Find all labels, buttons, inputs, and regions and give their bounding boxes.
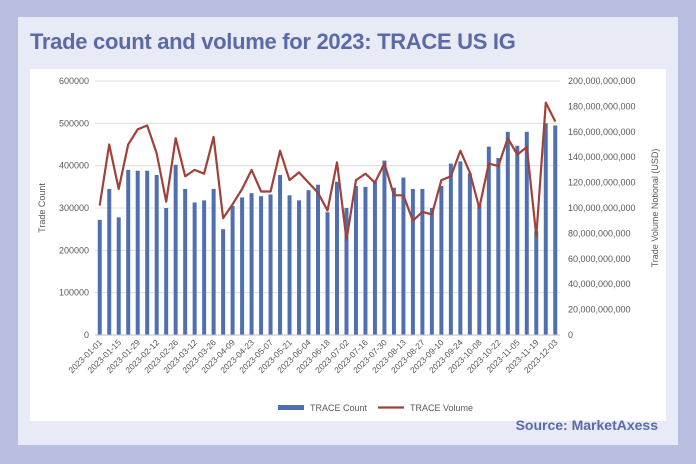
bar-trace-count: [287, 195, 292, 335]
bar-trace-count: [524, 131, 529, 335]
bar-trace-count: [334, 181, 339, 335]
y2-tick-label: 60,000,000,000: [568, 254, 631, 264]
y-tick-label: 400000: [59, 161, 89, 171]
bar-trace-count: [145, 170, 150, 335]
bar-trace-count: [363, 186, 368, 335]
y2-tick-label: 20,000,000,000: [568, 305, 631, 315]
bar-trace-count: [486, 146, 491, 335]
bar-trace-count: [458, 161, 463, 335]
legend-label-count: TRACE Count: [310, 403, 368, 413]
bar-trace-count: [316, 184, 321, 335]
bar-trace-count: [410, 188, 415, 335]
bar-trace-count: [448, 163, 453, 335]
bar-trace-count: [429, 208, 434, 335]
bar-trace-count: [221, 229, 226, 335]
bar-trace-count: [382, 160, 387, 335]
y2-tick-label: 80,000,000,000: [568, 228, 631, 238]
bar-trace-count: [164, 208, 169, 335]
bar-trace-count: [97, 219, 102, 335]
bar-trace-count: [154, 174, 159, 335]
bar-trace-count: [259, 196, 264, 335]
bar-trace-count: [126, 169, 131, 335]
y2-tick-label: 100,000,000,000: [568, 203, 636, 213]
bar-trace-count: [391, 187, 396, 335]
y-tick-label: 0: [84, 330, 89, 340]
y2-tick-label: 200,000,000,000: [568, 76, 636, 86]
bar-trace-count: [230, 205, 235, 335]
source-credit: Source: MarketAxess: [515, 417, 658, 433]
plot-area: 0 100000 200000 300000 400000 500000 600000 0 20…: [30, 69, 666, 421]
line-trace-volume: [98, 101, 557, 241]
bar-trace-count: [306, 190, 311, 335]
y2-tick-label: 40,000,000,000: [568, 279, 631, 289]
bar-trace-count: [543, 123, 548, 335]
bar-trace-count: [107, 188, 112, 335]
bar-trace-count: [515, 145, 520, 335]
bar-trace-count: [278, 174, 283, 335]
bar-trace-count: [553, 125, 558, 335]
bar-trace-count: [211, 188, 216, 335]
bar-trace-count: [135, 170, 140, 335]
y2-axis-title: Trade Volume Notional (USD): [650, 149, 660, 268]
bar-trace-count: [439, 185, 444, 335]
bar-trace-count: [240, 197, 245, 335]
y-tick-label: 600000: [59, 76, 89, 86]
bar-trace-count: [192, 202, 197, 335]
y-tick-label: 200000: [59, 245, 89, 255]
bar-trace-count: [249, 193, 254, 335]
bar-trace-count: [401, 177, 406, 335]
bar-trace-count: [344, 208, 349, 335]
bar-trace-count: [116, 217, 121, 335]
y2-tick-label: 0: [568, 330, 573, 340]
legend-label-volume: TRACE Volume: [410, 403, 473, 413]
bar-trace-count: [467, 173, 472, 335]
bar-trace-count: [420, 188, 425, 335]
y-tick-label: 500000: [59, 118, 89, 128]
bar-trace-count: [477, 204, 482, 335]
y-tick-label: 100000: [59, 288, 89, 298]
bar-trace-count: [173, 164, 178, 335]
bar-trace-count: [268, 194, 273, 335]
y2-tick-label: 160,000,000,000: [568, 127, 636, 137]
bar-trace-count: [505, 131, 510, 335]
chart-card: Trade count and volume for 2023: TRACE U…: [18, 17, 678, 445]
chart-svg: 0 100000 200000 300000 400000 500000 600000 0 20…: [37, 76, 660, 413]
y-axis-title: Trade Count: [37, 183, 47, 233]
y-tick-label: 300000: [59, 203, 89, 213]
bar-trace-count: [325, 212, 330, 335]
y2-tick-label: 120,000,000,000: [568, 178, 636, 188]
bar-trace-count: [353, 185, 358, 335]
bar-trace-count: [202, 200, 207, 335]
bar-trace-count: [534, 231, 539, 335]
chart-title: Trade count and volume for 2023: TRACE U…: [30, 29, 516, 54]
legend-swatch-count: [278, 405, 304, 410]
y2-tick-label: 140,000,000,000: [568, 152, 636, 162]
bar-trace-count: [297, 200, 302, 335]
bar-trace-count: [372, 181, 377, 335]
bar-trace-count: [183, 188, 188, 335]
bar-trace-count: [496, 158, 501, 335]
y2-tick-label: 180,000,000,000: [568, 101, 636, 111]
